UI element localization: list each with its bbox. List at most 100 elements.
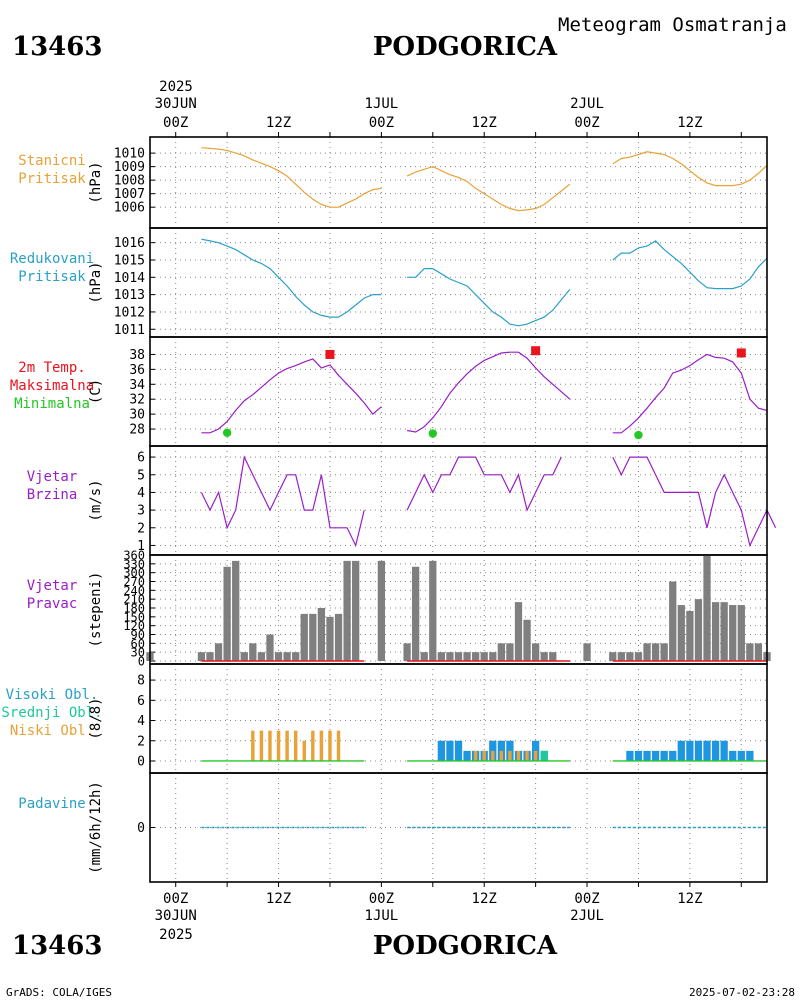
bar [463,750,471,761]
y-tick-label: 1013 [114,288,145,303]
bar [626,652,634,661]
y-tick-label: 30 [129,408,145,423]
bar [223,566,231,661]
y-tick-label: 3 [137,504,145,519]
panel-label: Srednji Obl. [1,705,102,721]
bar [446,652,454,661]
panel-label: Pritisak [18,269,86,285]
top-axis-time: 00Z [163,115,188,131]
bar [326,616,334,661]
bar [643,643,651,661]
y-tick-label: 34 [129,378,145,393]
bar [471,652,480,661]
bar [480,652,488,661]
panel-temperature: 2m Temp. Maksimalna Minimalna(C) 2830323436… [10,336,768,447]
series-line [201,238,382,318]
bar [482,750,486,761]
y-tick-label: 38 [129,348,145,363]
panel-frame [149,336,768,447]
y-tick-label: 2 [137,734,145,749]
y-tick-label: 300 [123,566,145,580]
bar [276,730,281,761]
bar [197,652,206,661]
panel-label: Redukovani [10,251,94,267]
bar [336,730,341,761]
bar [311,730,315,761]
y-tick-label: 5 [137,468,145,483]
bar [377,560,386,661]
top-axis-date: 2JUL [570,96,604,112]
bar [686,740,694,761]
bar [506,643,514,661]
bar [617,652,625,661]
bar [257,652,266,661]
bottom-axis-time: 00Z [163,891,188,907]
y-tick-label: 1006 [114,201,145,216]
bar [266,634,274,661]
y-tick-label: 360 [123,549,145,563]
bottom-axis-time: 00Z [574,891,599,907]
bar [429,560,437,661]
bar [540,652,548,661]
panel-frame [149,772,768,883]
bar [300,613,308,661]
bar [669,581,677,661]
grid [150,773,767,882]
y-tick-label: 6 [137,694,145,709]
bar [677,605,685,661]
bar [352,560,360,661]
bottom-axis-date: 1JUL [365,908,399,924]
top-axis-time: 00Z [369,115,394,131]
y-tick-label: 150 [123,610,145,624]
bar [703,555,711,661]
panel-precipitation: Padavine (mm/6h/12h) 0 [18,772,768,883]
panel-wind-speed: Vjetar Brzina (m/s) 1 2 3 4 5 6 [27,445,777,556]
top-axis-date: 1JUL [365,96,399,112]
panel-frame [149,445,768,556]
y-tick-label: 4 [137,486,145,501]
bar [274,652,283,661]
y-tick-label: 330 [123,557,145,571]
bar [634,750,643,761]
bar [240,652,248,661]
bottom-axis-time: 00Z [369,891,394,907]
y-tick-label: 2 [137,521,145,536]
panel-label: Minimalna [14,396,90,412]
panel-label: Vjetar [27,469,78,485]
axis-unit-label: (stepeni) [88,572,104,648]
y-tick-label: 8 [137,674,145,689]
bar [508,750,512,761]
bar [694,740,703,761]
top-axis-time: 12Z [677,115,702,131]
y-tick-label: 120 [123,619,145,633]
panel-label: Maksimalna [10,378,94,394]
axis-unit-label: (C) [88,379,104,404]
panel-label: Stanicni [18,153,85,169]
y-tick-label: 32 [129,393,145,408]
y-tick-label: 1007 [114,187,145,202]
chart-subtitle: Meteogram Osmatranja [558,14,787,36]
bar [516,750,521,761]
top-axis-time: 12Z [472,115,497,131]
axis-unit-label: (mm/6h/12h) [88,781,104,874]
max-temp-marker [736,348,746,358]
bar [549,652,557,661]
min-temp-marker [428,429,437,438]
footer-credit: GrADS: COLA/IGES [6,986,112,999]
panel-label: 2m Temp. [18,360,85,376]
bar [437,740,446,761]
bar [720,740,728,761]
bar [626,750,634,761]
bar [214,643,223,661]
bar [268,730,272,761]
bottom-axis-year: 2025 [159,927,193,943]
bar [319,730,324,761]
panel-label: Padavine [18,796,85,812]
grid [150,228,767,337]
series-line [612,240,768,290]
panel-label: Vjetar [27,578,78,594]
top-axis-date: 30JUN [155,96,197,112]
bar [533,750,538,761]
grid [150,337,767,446]
panel-label: Pravac [27,596,78,612]
